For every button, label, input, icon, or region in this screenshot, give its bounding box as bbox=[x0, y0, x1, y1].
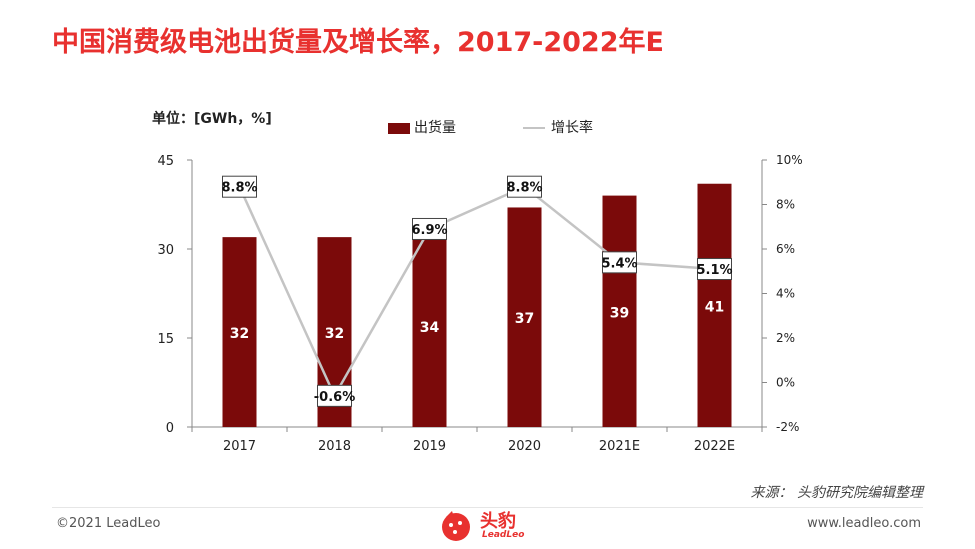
bar-value-label: 34 bbox=[420, 320, 440, 336]
growth-label-box bbox=[412, 217, 447, 240]
growth-label-box bbox=[222, 175, 257, 198]
page-title: 中国消费级电池出货量及增长率，2017-2022年E bbox=[52, 27, 664, 58]
x-tick-label: 2022E bbox=[694, 439, 735, 454]
growth-line bbox=[238, 185, 715, 399]
bar-value-label: 37 bbox=[515, 311, 534, 327]
x-tick-label: 2017 bbox=[223, 439, 256, 454]
logo-en: LeadLeo bbox=[482, 530, 525, 540]
y-right-tick-label: 4% bbox=[776, 287, 795, 301]
legend-item-line: 增长率 bbox=[523, 117, 593, 137]
leopard-icon bbox=[442, 511, 470, 541]
logo-name: 头豹 bbox=[480, 511, 516, 532]
y-left-tick-label: 15 bbox=[157, 332, 174, 347]
bar-value-label: 32 bbox=[230, 326, 249, 342]
x-tick-label: 2018 bbox=[318, 439, 351, 454]
copyright: ©2021 LeadLeo bbox=[56, 516, 161, 531]
bar-value-label: 41 bbox=[705, 299, 724, 315]
footer-divider bbox=[52, 507, 923, 508]
bar bbox=[222, 237, 257, 427]
y-right-tick-label: 10% bbox=[776, 153, 803, 167]
bar bbox=[697, 183, 732, 427]
growth-label: -0.6% bbox=[314, 390, 355, 405]
y-right-tick-label: 0% bbox=[776, 376, 795, 390]
growth-label-box bbox=[602, 251, 637, 274]
x-tick-label: 2019 bbox=[413, 439, 446, 454]
y-left-tick-label: 45 bbox=[157, 154, 174, 169]
bar bbox=[602, 195, 637, 427]
growth-label-box bbox=[317, 384, 352, 407]
x-tick-label: 2020 bbox=[508, 439, 541, 454]
growth-label: 6.9% bbox=[411, 223, 447, 238]
growth-label-box bbox=[697, 258, 732, 281]
y-right-tick-label: 8% bbox=[776, 198, 795, 212]
source-note: 来源： 头豹研究院编辑整理 bbox=[750, 485, 923, 501]
unit-label: 单位：[GWh，%] bbox=[152, 111, 272, 127]
y-right-tick-label: 2% bbox=[776, 331, 795, 345]
leadleo-logo: 头豹 LeadLeo bbox=[438, 505, 538, 545]
bar-value-label: 32 bbox=[325, 326, 344, 342]
growth-label: 5.1% bbox=[696, 263, 732, 278]
y-left-tick-label: 0 bbox=[166, 421, 174, 436]
growth-label-box bbox=[507, 175, 542, 198]
bar bbox=[507, 207, 542, 427]
y-right-tick-label: -2% bbox=[776, 420, 799, 434]
bar bbox=[412, 225, 447, 427]
legend-swatch-line bbox=[523, 127, 545, 129]
legend-item-bar: 出货量 bbox=[388, 117, 456, 137]
website: www.leadleo.com bbox=[807, 516, 921, 531]
y-left-tick-label: 30 bbox=[157, 243, 174, 258]
legend-label-line: 增长率 bbox=[551, 120, 593, 136]
growth-label: 8.8% bbox=[506, 181, 542, 196]
legend-label-bar: 出货量 bbox=[414, 120, 456, 136]
growth-label: 5.4% bbox=[601, 256, 637, 271]
y-right-tick-label: 6% bbox=[776, 242, 795, 256]
legend-swatch-bar bbox=[388, 122, 410, 134]
bar-value-label: 39 bbox=[610, 305, 629, 321]
x-tick-label: 2021E bbox=[599, 439, 640, 454]
growth-label: 8.8% bbox=[221, 181, 257, 196]
